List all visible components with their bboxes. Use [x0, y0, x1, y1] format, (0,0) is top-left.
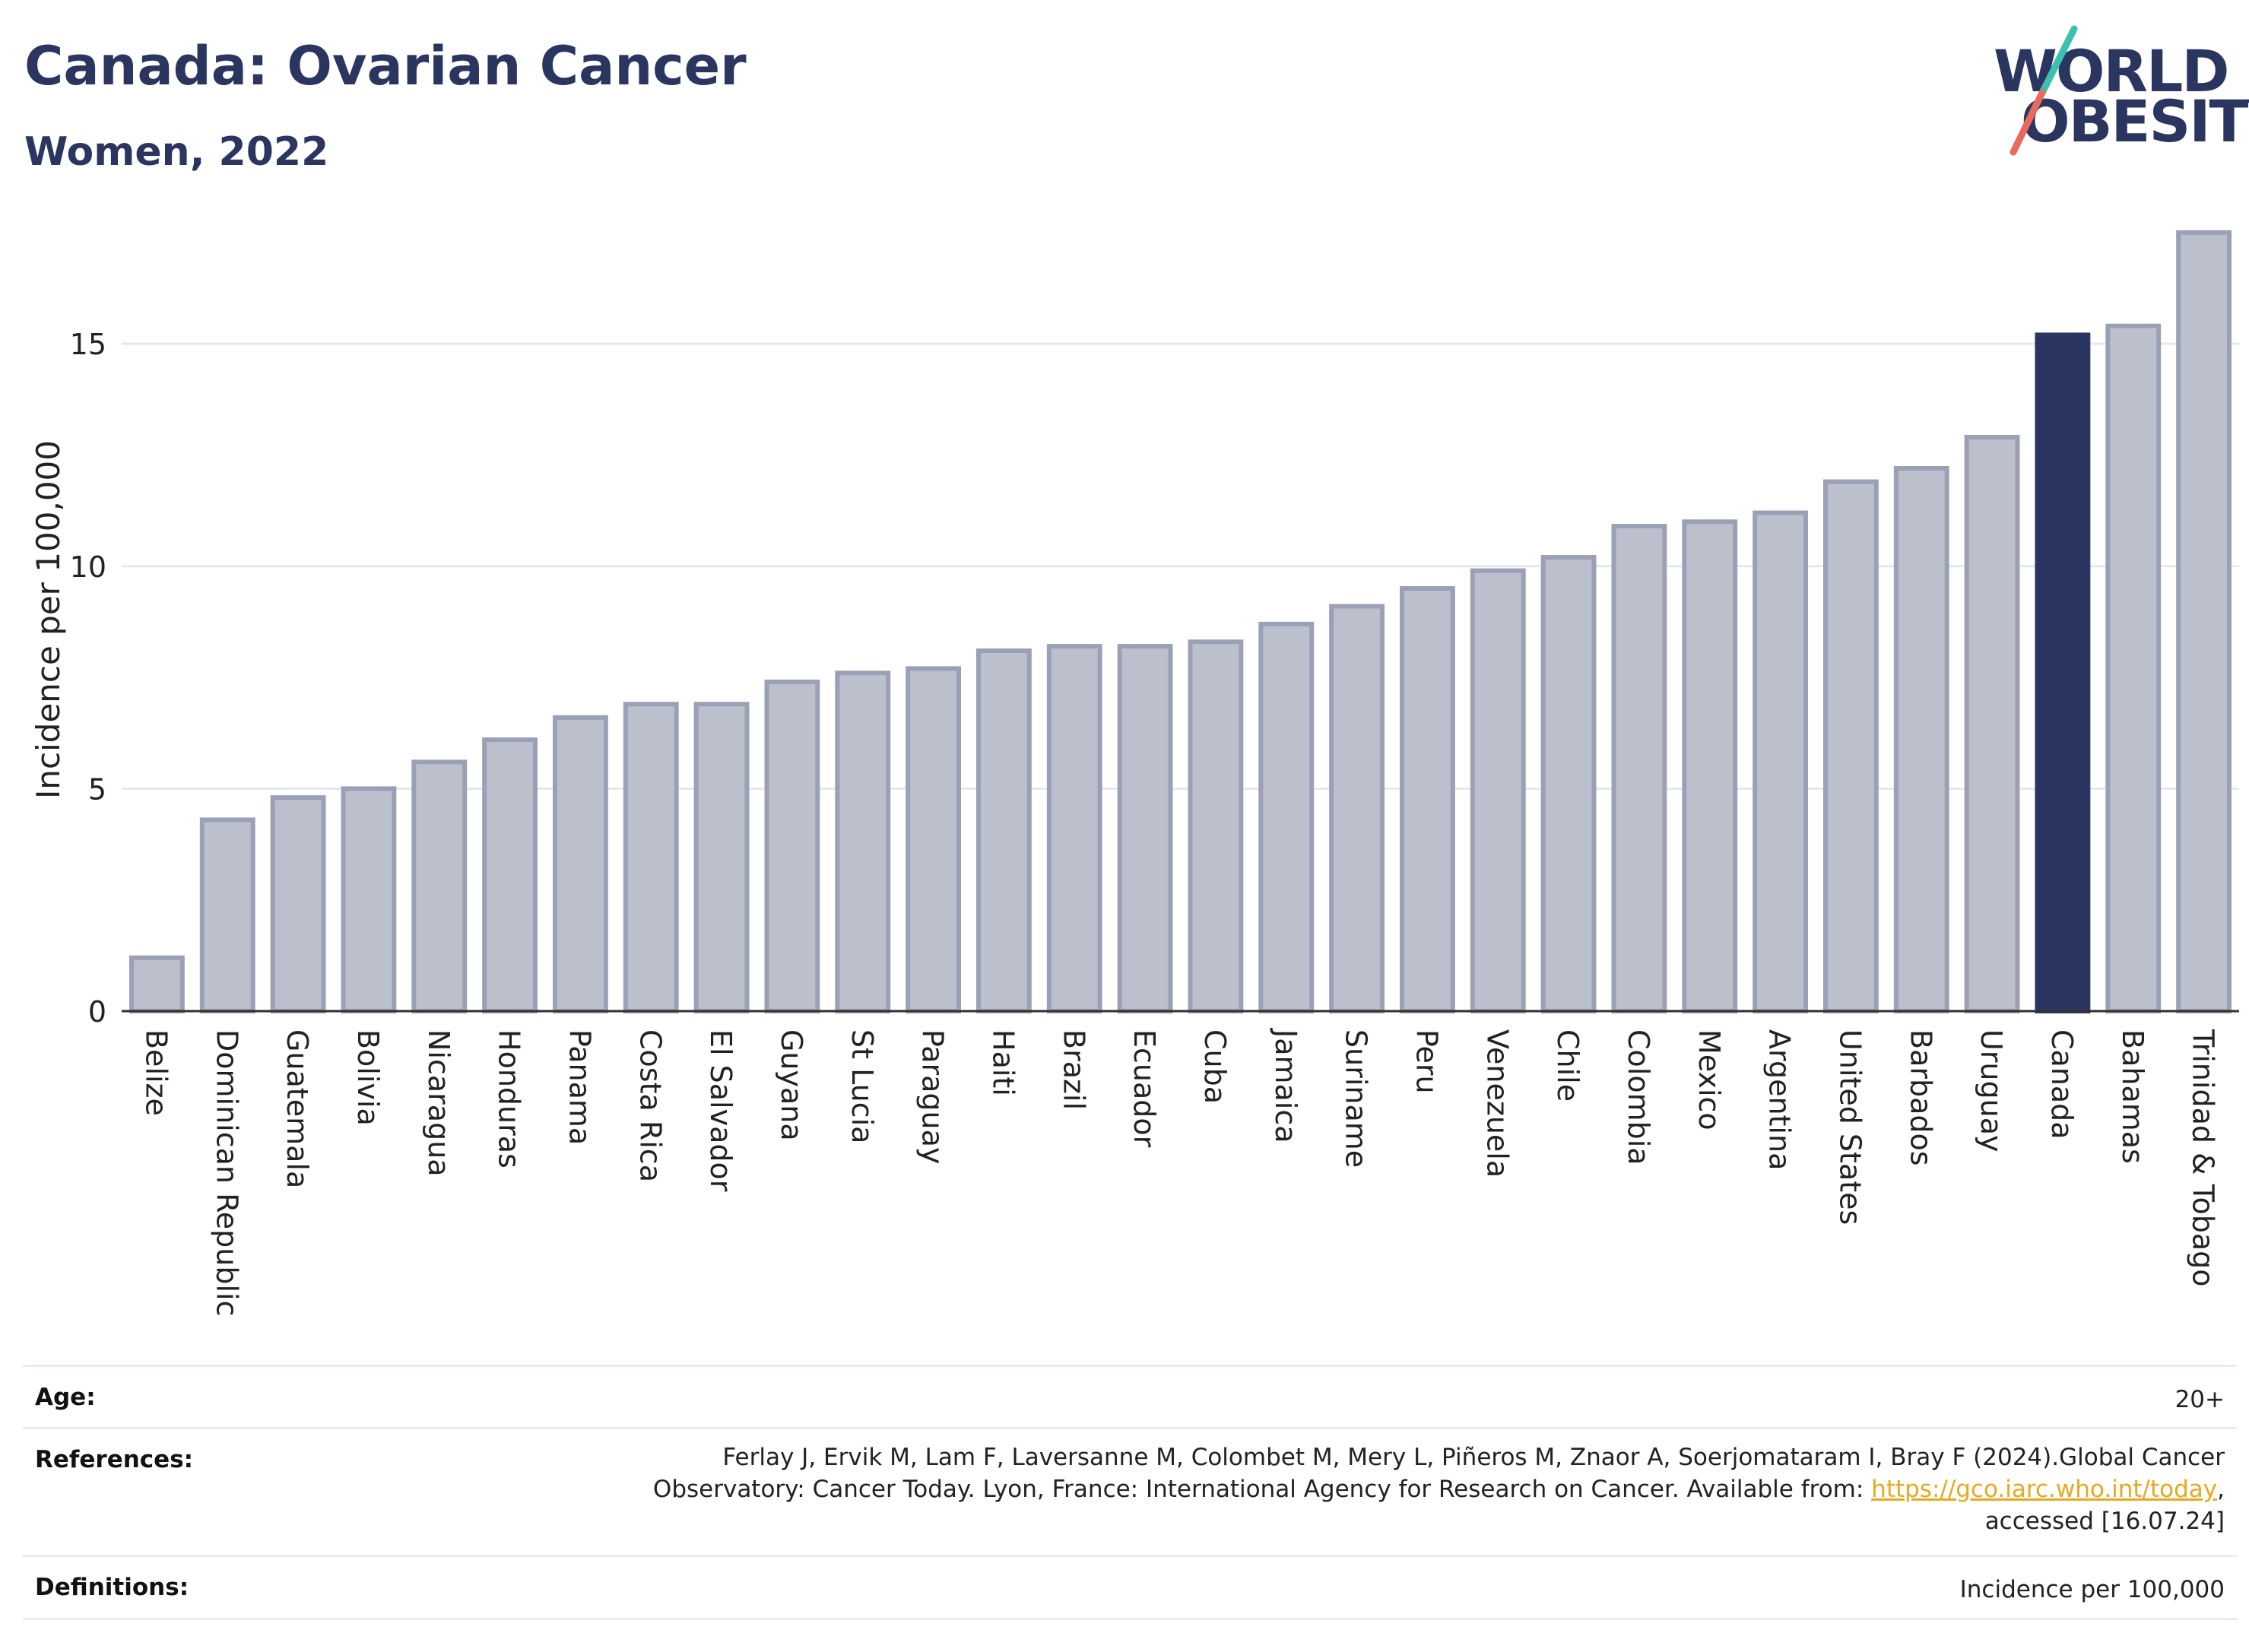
- bar: [1893, 466, 1949, 1013]
- x-tick-label: Dominican Republic: [210, 1029, 243, 1316]
- x-tick-label: St Lucia: [845, 1029, 879, 1143]
- bar: [623, 702, 679, 1013]
- definitions-label: Definitions:: [35, 1574, 189, 1601]
- references-line-2: Observatory: Cancer Today. Lyon, France:…: [653, 1473, 2225, 1505]
- bar: [975, 648, 1032, 1013]
- bar: [1117, 644, 1173, 1013]
- definitions-value: Incidence per 100,000: [1959, 1576, 2225, 1603]
- bar: [1682, 519, 1738, 1013]
- references-line-3: accessed [16.07.24]: [1984, 1508, 2225, 1535]
- logo-slash-icon: [2010, 25, 2078, 156]
- bar: [764, 679, 820, 1013]
- y-tick-label: 15: [70, 328, 106, 361]
- x-tick-label: Guyana: [775, 1029, 808, 1141]
- x-tick-label: Trinidad & Tobago: [2187, 1029, 2220, 1287]
- bar: [199, 817, 255, 1014]
- x-tick-label: Peru: [1410, 1029, 1443, 1094]
- x-tick-label: Canada: [2045, 1029, 2079, 1140]
- bar: [2176, 230, 2232, 1013]
- x-tick-label: Mexico: [1692, 1029, 1726, 1130]
- info-row-references: References: Ferlay J, Ervik M, Lam F, La…: [23, 1427, 2237, 1557]
- x-tick-label: Bahamas: [2116, 1029, 2149, 1164]
- references-label: References:: [35, 1446, 194, 1473]
- y-axis-label: Incidence per 100,000: [30, 440, 67, 799]
- y-tick-label: 5: [88, 772, 106, 806]
- x-tick-label: Uruguay: [1975, 1029, 2008, 1153]
- x-tick-label: Suriname: [1340, 1029, 1373, 1168]
- x-tick-label: Haiti: [986, 1029, 1020, 1096]
- bar: [1753, 510, 1809, 1013]
- x-tick-label: Chile: [1551, 1029, 1584, 1102]
- logo-line-2: OBESITY: [2021, 87, 2249, 155]
- x-tick-label: Brazil: [1057, 1029, 1090, 1110]
- bar: [1258, 621, 1315, 1014]
- x-tick-label: Jamaica: [1269, 1028, 1302, 1143]
- x-tick-label: Colombia: [1622, 1029, 1655, 1165]
- bar: [1611, 524, 1667, 1013]
- references-value: Ferlay J, Ervik M, Lam F, Laversanne M, …: [653, 1441, 2225, 1537]
- bar: [128, 955, 185, 1013]
- x-tick-label: Costa Rica: [633, 1029, 667, 1182]
- bar-chart: 0 5 10 15 Belize Dominican Republic Guatemala B…: [30, 230, 2239, 1316]
- x-tick-label: Belize: [139, 1029, 173, 1116]
- x-tick-label: Nicaragua: [422, 1029, 455, 1177]
- chart-title: Canada: Ovarian Cancer: [24, 35, 747, 97]
- x-tick-label: Honduras: [493, 1029, 526, 1168]
- x-tick-label: Paraguay: [916, 1029, 950, 1164]
- references-line-2-end: ,: [2217, 1476, 2225, 1503]
- bar: [1470, 568, 1526, 1013]
- logo-line-1: WORLD: [1994, 37, 2229, 105]
- bar-highlight: [2035, 332, 2091, 1014]
- x-tick-label: Cuba: [1198, 1029, 1232, 1104]
- chart-subtitle: Women, 2022: [24, 129, 329, 175]
- bar: [341, 786, 397, 1013]
- x-tick-label: El Salvador: [704, 1029, 738, 1192]
- bar: [1822, 479, 1879, 1013]
- x-tick-label: United States: [1833, 1029, 1867, 1225]
- bar: [411, 759, 468, 1013]
- y-tick-label: 10: [70, 550, 106, 584]
- world-obesity-logo: WORLD OBESITY: [1984, 23, 2249, 160]
- bar: [1399, 586, 1455, 1013]
- bar: [2105, 323, 2162, 1013]
- age-value: 20+: [2174, 1386, 2225, 1413]
- bar: [1188, 639, 1244, 1013]
- bar: [1964, 435, 2020, 1013]
- x-tick-label: Venezuela: [1480, 1029, 1514, 1178]
- y-tick-label: 0: [88, 995, 106, 1029]
- bar: [693, 702, 750, 1013]
- info-row-age: Age: 20+: [23, 1365, 2237, 1429]
- bar: [552, 715, 608, 1013]
- x-tick-label: Guatemala: [281, 1029, 314, 1188]
- references-link[interactable]: https://gco.iarc.who.int/today: [1871, 1476, 2218, 1503]
- bar: [1540, 555, 1597, 1013]
- bar: [482, 737, 538, 1013]
- x-tick-label: Bolivia: [351, 1029, 385, 1126]
- age-label: Age:: [35, 1384, 96, 1411]
- bar: [1329, 604, 1385, 1013]
- x-tick-label: Argentina: [1763, 1029, 1797, 1170]
- info-row-definitions: Definitions: Incidence per 100,000: [23, 1555, 2237, 1620]
- references-line-2-text: Observatory: Cancer Today. Lyon, France:…: [652, 1476, 1872, 1503]
- x-tick-label: Panama: [563, 1029, 596, 1145]
- bar: [270, 795, 326, 1014]
- x-tick-label: Ecuador: [1128, 1029, 1161, 1148]
- bar: [1046, 644, 1102, 1013]
- bar: [906, 666, 962, 1013]
- bar: [835, 671, 891, 1014]
- x-tick-label: Barbados: [1904, 1029, 1937, 1166]
- info-bottom-border: [23, 1618, 2237, 1620]
- references-line-1: Ferlay J, Ervik M, Lam F, Laversanne M, …: [722, 1444, 2225, 1471]
